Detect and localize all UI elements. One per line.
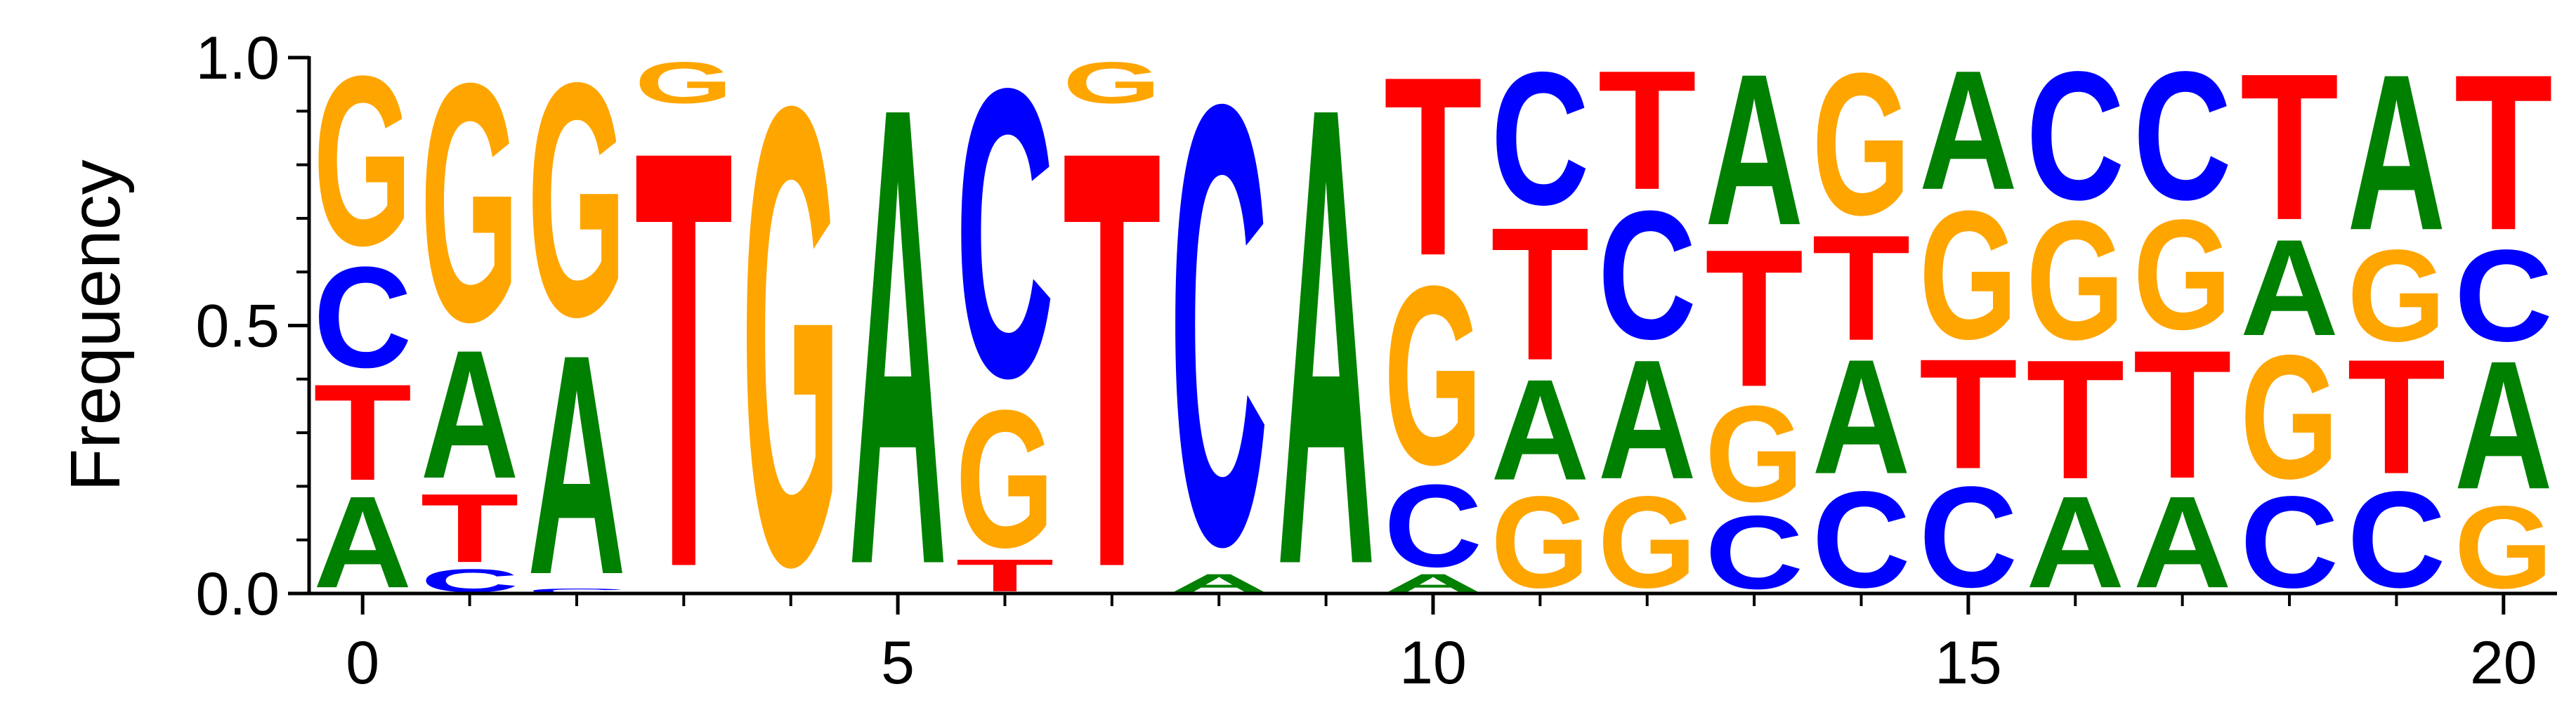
y-tick-label: 1.0 [195,25,280,92]
logo-letter-g: G [2240,319,2339,516]
logo-letter-c: C [1705,494,1803,611]
logo-letter-a: A [2133,470,2232,616]
logo-letter-c: C [955,3,1054,463]
logo-letter-c: C [2026,33,2124,238]
logo-letter-t: T [1598,34,1696,225]
logo-letter-g: G [313,26,412,296]
y-tick-label: 0.0 [195,560,280,628]
logo-letter-t: T [2454,28,2553,277]
logo-letter-g: G [528,14,626,386]
x-tick-label: 15 [1935,629,2002,697]
logo-letter-c: C [1491,32,1589,244]
logo-letter-t: T [2347,325,2445,508]
logo-letter-g: G [1919,173,2018,378]
logo-letter-g: G [1491,468,1589,615]
y-axis-title: Frequency [56,159,135,491]
logo-letter-g: G [1705,377,1803,530]
x-tick-label: 5 [881,629,915,697]
logo-letter-c: C [2347,464,2445,617]
logo-letter-a: A [420,312,518,517]
logo-letter-a: A [2454,322,2553,527]
logo-letter-t: T [1812,204,1910,372]
x-tick-label: 10 [1399,629,1467,697]
logo-letter-t: T [420,473,518,583]
logo-letter-t: T [634,26,733,691]
logo-letter-g: G [2454,481,2553,613]
axes: 0.0 0.5 1.0 0 5 10 15 20 [195,25,2557,697]
x-tick-label: 0 [346,629,379,697]
logo-letter-t: T [2240,30,2339,264]
logo-letter-a: A [849,0,947,702]
logo-letter-c: C [1919,457,2018,617]
logo-letter-g: G [1384,233,1482,518]
logo-letter-g: G [1812,30,1910,257]
logo-letter-a: A [1919,35,2018,225]
logo-letter-a: A [1277,0,1375,702]
logo-letter-t: T [1919,326,2018,501]
logo-letter-a: A [1812,326,1910,508]
logo-letter-c: C [2454,223,2553,369]
logo-letter-t: T [1705,209,1803,428]
logo-letter-c: C [1812,464,1910,617]
x-tick-label: 20 [2470,629,2537,697]
logo-letter-a: A [528,290,626,641]
logo-letter-a: A [2240,211,2339,365]
logo-letter-a: A [1705,29,1803,270]
logo-letter-g: G [2026,186,2124,376]
logo-letter-g: G [2133,188,2232,363]
y-tick-label: 0.5 [195,293,280,360]
logo-letter-a: A [313,470,412,616]
logo-letter-a: A [1598,324,1696,514]
logo-letter-c: C [528,587,626,594]
logo-letter-c: C [2133,33,2232,238]
logo-letter-c: C [1384,461,1482,592]
logo-letter-c: C [2240,470,2339,616]
logo-letter-c: C [1170,0,1268,676]
logo-letter-t: T [1063,26,1161,691]
logo-letter-g: G [955,369,1054,589]
logo-letter-g: G [1598,468,1696,615]
logo-letter-c: C [1598,173,1696,378]
logo-letter-t: T [2133,313,2232,517]
logo-letter-t: T [313,356,412,509]
logo-letter-g: G [1063,50,1161,116]
logo-letter-t: T [1384,25,1482,309]
logo-letter-g: G [2347,222,2445,368]
logo-letter-a: A [2026,470,2124,616]
logo-letter-t: T [2026,324,2124,514]
logo-letter-t: T [1491,188,1589,400]
logo-letter-c: C [313,237,412,398]
logo-letter-a: A [1491,350,1589,511]
logo-letter-g: G [742,0,840,702]
logo-letter-a: A [2347,27,2445,276]
logo-letter-g: G [420,13,518,393]
logo-letter-g: G [634,50,733,116]
